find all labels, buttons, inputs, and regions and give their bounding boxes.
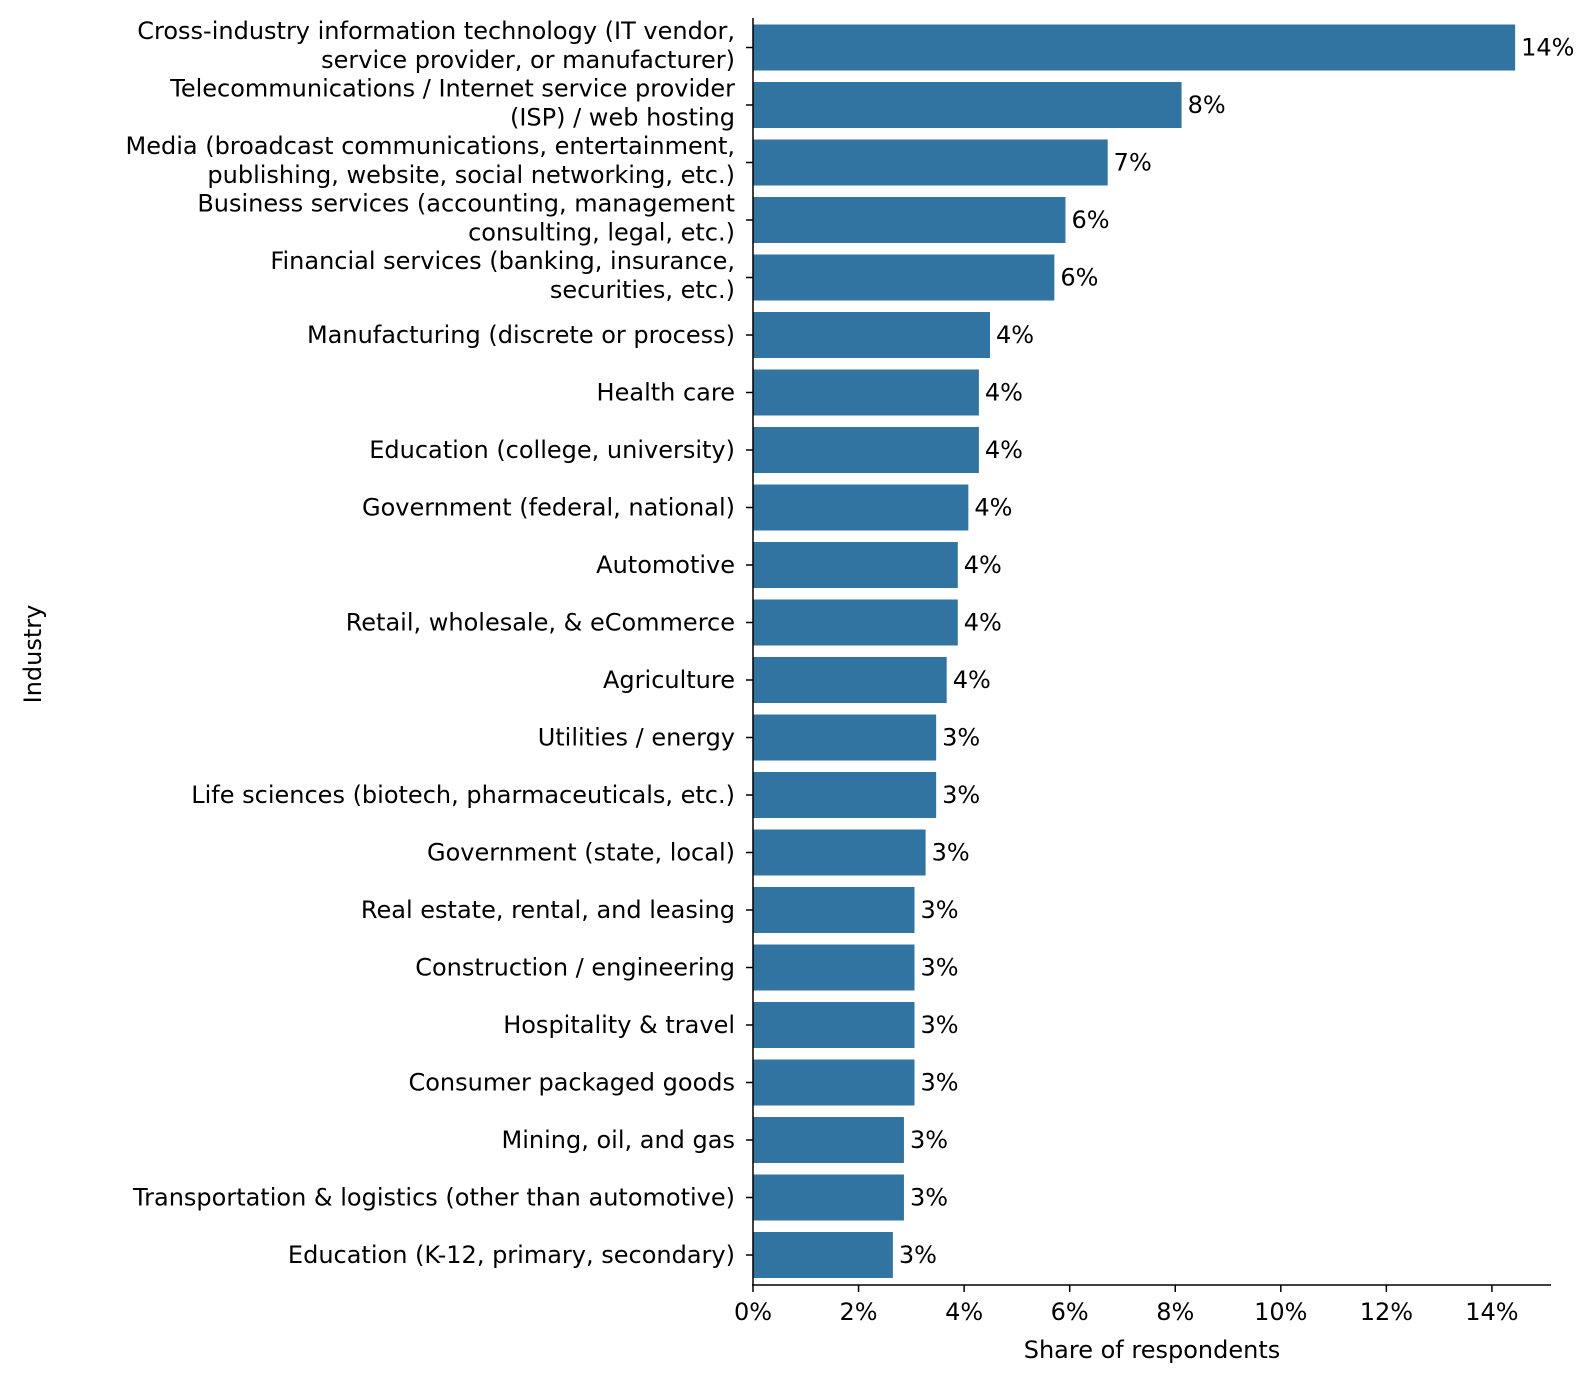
bar xyxy=(753,599,958,646)
bar-value-label: 3% xyxy=(910,1126,948,1154)
category-label: Automotive xyxy=(596,551,735,579)
category-label-line: Cross-industry information technology (I… xyxy=(137,17,735,45)
category-label: Education (college, university) xyxy=(369,436,735,464)
bar-value-label: 3% xyxy=(899,1241,937,1269)
category-label: Manufacturing (discrete or process) xyxy=(307,321,735,349)
bar xyxy=(753,1117,904,1163)
bar-value-label: 3% xyxy=(921,1069,959,1097)
data-labels-layer: 14% 8% 7% 6% 6% 4% 4% 4% 4% 4% 4% 4% 3% 3% 3% 3% 3% 3% 3% 3… xyxy=(899,34,1575,1270)
x-tick-label: 12% xyxy=(1360,1298,1413,1326)
bar-value-label: 3% xyxy=(910,1184,948,1212)
category-label: Government (federal, national) xyxy=(362,494,735,522)
category-label: Mining, oil, and gas xyxy=(502,1126,735,1154)
bar xyxy=(753,369,979,416)
category-label-line: Financial services (banking, insurance, xyxy=(270,247,735,275)
x-tick-label: 6% xyxy=(1051,1298,1089,1326)
bar-value-label: 6% xyxy=(1060,264,1098,292)
category-label: Hospitality & travel xyxy=(503,1011,735,1039)
bar xyxy=(753,1059,915,1106)
bar-value-label: 14% xyxy=(1521,34,1574,62)
bar-value-label: 3% xyxy=(921,896,959,924)
category-label-line: service provider, or manufacturer) xyxy=(321,46,735,74)
x-tick-label: 10% xyxy=(1254,1298,1307,1326)
bar-value-label: 3% xyxy=(921,1011,959,1039)
category-label: Retail, wholesale, & eCommerce xyxy=(346,609,735,637)
category-label-line: Telecommunications / Internet service pr… xyxy=(169,75,735,103)
category-label: Cross-industry information technology (I… xyxy=(137,17,735,74)
category-label-line: (ISP) / web hosting xyxy=(510,104,735,132)
category-label: Media (broadcast communications, enterta… xyxy=(126,132,736,189)
bar xyxy=(753,139,1108,186)
category-label: Health care xyxy=(597,379,735,407)
category-label-line: Business services (accounting, managemen… xyxy=(197,190,735,218)
bar-value-label: 3% xyxy=(932,839,970,867)
bar xyxy=(753,1174,904,1221)
bar xyxy=(753,254,1055,301)
bar-value-label: 6% xyxy=(1071,206,1109,234)
bars-layer xyxy=(753,24,1516,1278)
category-labels-layer: Cross-industry information technology (I… xyxy=(126,17,753,1269)
category-label: Education (K-12, primary, secondary) xyxy=(288,1241,735,1269)
y-axis-title: Industry xyxy=(19,605,47,704)
bar-value-label: 4% xyxy=(964,609,1002,637)
bar xyxy=(753,484,969,531)
category-label: Construction / engineering xyxy=(415,954,735,982)
bar xyxy=(753,197,1066,243)
x-tick-label: 2% xyxy=(840,1298,878,1326)
bar xyxy=(753,1232,893,1278)
category-label: Agriculture xyxy=(603,666,735,694)
category-label-line: Media (broadcast communications, enterta… xyxy=(126,132,736,160)
bar xyxy=(753,772,937,818)
bar-value-label: 4% xyxy=(964,551,1002,579)
category-label: Life sciences (biotech, pharmaceuticals,… xyxy=(191,781,735,809)
bar xyxy=(753,427,979,473)
bar-value-label: 4% xyxy=(974,494,1012,522)
category-label: Utilities / energy xyxy=(538,724,735,752)
bar xyxy=(753,82,1182,128)
category-label-line: securities, etc.) xyxy=(550,276,735,304)
bar xyxy=(753,542,958,588)
bar xyxy=(753,1002,915,1048)
bar xyxy=(753,24,1516,71)
bar xyxy=(753,944,915,991)
x-tick-label: 14% xyxy=(1465,1298,1518,1326)
x-tick-label: 8% xyxy=(1156,1298,1194,1326)
bar-value-label: 8% xyxy=(1188,91,1226,119)
category-label-line: consulting, legal, etc.) xyxy=(468,219,735,247)
category-label: Business services (accounting, managemen… xyxy=(197,190,735,247)
bar-value-label: 3% xyxy=(921,954,959,982)
category-label: Consumer packaged goods xyxy=(408,1069,735,1097)
x-axis-title: Share of respondents xyxy=(1024,1336,1281,1364)
bar xyxy=(753,829,926,876)
x-tick-label: 4% xyxy=(945,1298,983,1326)
category-label: Financial services (banking, insurance, s… xyxy=(270,247,735,304)
x-tick-label: 0% xyxy=(734,1298,772,1326)
category-label: Telecommunications / Internet service pr… xyxy=(169,75,735,132)
bar-value-label: 4% xyxy=(985,379,1023,407)
bar xyxy=(753,714,937,761)
bar-value-label: 7% xyxy=(1114,149,1152,177)
bar-value-label: 4% xyxy=(985,436,1023,464)
bar xyxy=(753,657,947,703)
bar-value-label: 4% xyxy=(953,666,991,694)
bar-value-label: 3% xyxy=(942,781,980,809)
bar-value-label: 4% xyxy=(996,321,1034,349)
bar xyxy=(753,312,990,358)
category-label: Government (state, local) xyxy=(427,839,735,867)
category-label: Transportation & logistics (other than a… xyxy=(132,1184,735,1212)
bar-value-label: 3% xyxy=(942,724,980,752)
category-label-line: publishing, website, social networking, … xyxy=(207,161,735,189)
category-label: Real estate, rental, and leasing xyxy=(361,896,735,924)
bar xyxy=(753,887,915,933)
x-ticks-layer: 0% 2% 4% 6% 8% 10% 12% 14% xyxy=(734,1285,1519,1326)
